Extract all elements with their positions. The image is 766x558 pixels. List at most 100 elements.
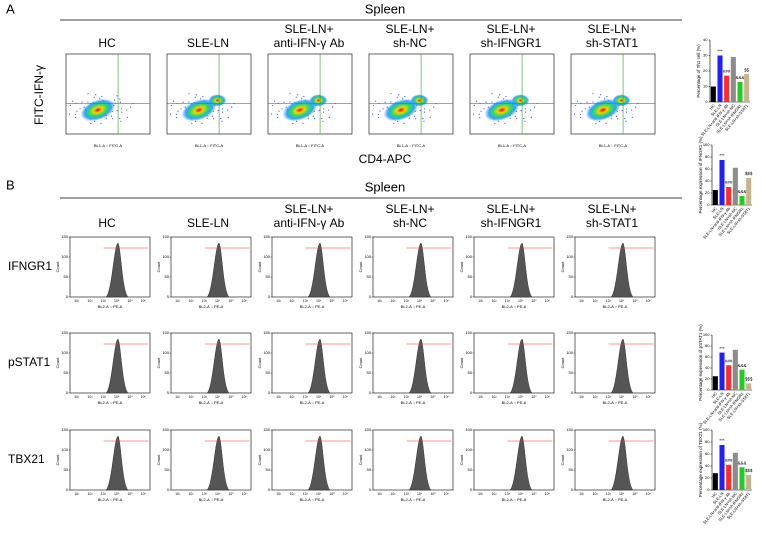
x-tick-label: 10² — [491, 492, 497, 496]
event-dot — [523, 117, 525, 120]
x-label: BL2-A :: PE-A — [603, 304, 628, 309]
histogram-peak — [408, 435, 432, 491]
y-tick-label: 0 — [369, 294, 372, 299]
event-dot — [307, 117, 309, 119]
event-dot — [101, 95, 103, 98]
bar — [730, 57, 736, 102]
y-tick-label: 80 — [705, 343, 710, 348]
histogram-peak — [610, 242, 634, 298]
significance: *** — [719, 438, 725, 443]
bar — [746, 475, 752, 490]
y-tick-label: 0 — [571, 294, 574, 299]
y-tick-label: 150 — [465, 330, 472, 335]
y-tick-label: 0 — [66, 487, 69, 492]
x-tick-label: 10¹ — [478, 395, 484, 399]
x-tick-label: 10³ — [101, 395, 107, 399]
x-tick-label: 10² — [390, 395, 396, 399]
event-dot — [68, 113, 71, 115]
density-cloud — [612, 94, 631, 107]
group-label: sh-IFNGR1 — [481, 36, 542, 50]
density-cloud — [309, 94, 328, 107]
y-label: Count — [257, 357, 262, 369]
event-dot — [384, 101, 386, 103]
x-label: BL2-A :: PE-A — [300, 497, 325, 502]
event-dot — [120, 111, 123, 113]
x-tick-label: 10¹ — [74, 299, 80, 303]
event-dot — [112, 118, 114, 120]
event-dot — [114, 102, 116, 104]
event-dot — [126, 116, 128, 118]
histogram-peak — [408, 338, 432, 394]
y-tick-label: 0 — [571, 487, 574, 492]
event-dot — [499, 94, 501, 96]
y-tick-label: 100 — [364, 350, 371, 355]
y-tick-label: 100 — [61, 350, 68, 355]
bar — [746, 383, 752, 390]
histogram-peak — [509, 435, 533, 491]
event-dot — [220, 117, 222, 120]
x-tick-label: 10⁴ — [215, 299, 221, 303]
x-label: BL2-A :: PE-A — [401, 497, 426, 502]
x-tick-label: 10⁶ — [444, 299, 450, 303]
x-tick-label: 10³ — [606, 299, 612, 303]
event-dot — [497, 96, 499, 98]
x-tick-label: 10⁶ — [646, 395, 652, 399]
x-tick-label: 10⁶ — [343, 492, 349, 496]
significance: &&& — [737, 363, 746, 368]
event-dot — [227, 116, 229, 118]
plot-x-label: BL1-A :: FITC-A — [498, 143, 527, 148]
event-dot — [273, 100, 276, 102]
event-dot — [182, 101, 184, 103]
event-dot — [429, 109, 431, 111]
x-tick-label: 10⁶ — [545, 395, 551, 399]
y-tick-label: 40 — [705, 365, 710, 370]
histogram-peak — [610, 338, 634, 394]
plot-x-label: BL1-A :: FITC-A — [195, 143, 224, 148]
bar — [732, 349, 738, 390]
y-label: Count — [459, 357, 464, 369]
y-tick-label: 50 — [64, 370, 69, 375]
event-dot — [276, 113, 278, 115]
y-label: Count — [257, 454, 262, 466]
y-label: Count — [358, 454, 363, 466]
event-dot — [485, 101, 487, 103]
event-dot — [318, 109, 320, 112]
bar — [719, 352, 725, 390]
event-dot — [221, 120, 223, 122]
density-plot — [368, 53, 454, 135]
group-label: sh-NC — [393, 216, 427, 230]
x-tick-label: 10¹ — [478, 492, 484, 496]
group-label: HC — [98, 36, 116, 50]
event-dot — [87, 101, 89, 103]
x-tick-label: 10¹ — [478, 299, 484, 303]
density-plot — [267, 53, 353, 135]
event-dot — [180, 108, 182, 110]
x-tick-label: 10⁶ — [141, 299, 147, 303]
event-dot — [595, 122, 597, 125]
x-tick-label: 10² — [289, 299, 295, 303]
event-dot — [581, 110, 583, 112]
y-tick-label: 100 — [465, 350, 472, 355]
event-dot — [177, 110, 179, 112]
y-tick-label: 100 — [61, 254, 68, 259]
event-dot — [413, 115, 416, 117]
event-dot — [297, 94, 299, 96]
group-label: sh-STAT1 — [586, 216, 639, 230]
group-label: SLE-LN+ — [385, 202, 434, 216]
event-dot — [295, 96, 297, 98]
event-dot — [221, 111, 224, 113]
x-tick-label: 10⁴ — [518, 492, 524, 496]
event-dot — [201, 122, 203, 124]
y-tick-label: 100 — [263, 447, 270, 452]
y-label: Count — [156, 357, 161, 369]
x-tick-label: 10³ — [505, 299, 511, 303]
y-label: Count — [55, 454, 60, 466]
event-dot — [473, 104, 476, 107]
x-tick-label: 10⁵ — [531, 492, 537, 496]
event-dot — [99, 98, 101, 100]
event-dot — [372, 104, 375, 107]
y-tick-label: 0 — [369, 487, 372, 492]
event-dot — [408, 117, 410, 119]
density-plot — [469, 53, 555, 135]
event-dot — [626, 108, 628, 110]
